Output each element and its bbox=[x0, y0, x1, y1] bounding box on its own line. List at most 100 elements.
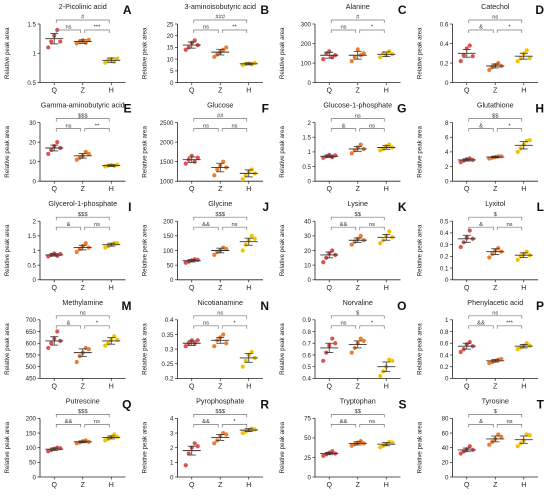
y-tick-label: 0 bbox=[170, 474, 174, 481]
y-tick-label: 0.2 bbox=[440, 60, 449, 67]
x-tick-label: Z bbox=[218, 186, 223, 193]
y-tick-label: 2500 bbox=[160, 120, 174, 127]
significance-bracket bbox=[84, 424, 110, 428]
x-tick-label: Q bbox=[189, 88, 195, 95]
y-axis-label: Relative peak area bbox=[142, 323, 149, 375]
significance-bracket bbox=[55, 19, 110, 23]
x-tick-label: Q bbox=[52, 383, 58, 390]
panel-g: Glucose-1-phosphate G 0 0.5 1 1.5 2 Relative pe… bbox=[279, 101, 407, 194]
y-tick-label: 1000 bbox=[160, 179, 174, 186]
y-tick-label: 50 bbox=[304, 435, 311, 442]
data-point bbox=[461, 53, 466, 58]
data-point bbox=[321, 260, 326, 265]
y-tick-label: 75 bbox=[304, 416, 311, 423]
data-point bbox=[378, 373, 383, 379]
data-point bbox=[352, 55, 357, 60]
significance-bracket bbox=[193, 216, 248, 221]
panel-letter: L bbox=[537, 200, 544, 214]
y-tick-label: 0 bbox=[33, 474, 37, 481]
data-point bbox=[390, 440, 395, 445]
significance-label: $$ bbox=[492, 113, 499, 119]
significance-bracket bbox=[468, 315, 523, 319]
x-tick-label: Q bbox=[52, 186, 58, 193]
data-point bbox=[527, 56, 532, 61]
data-point bbox=[249, 233, 254, 238]
significance-label: * bbox=[508, 123, 511, 129]
significance-label: $ bbox=[494, 409, 498, 415]
y-tick-label: 0 bbox=[445, 277, 449, 284]
y-axis-label: Relative peak area bbox=[4, 27, 11, 79]
significance-bracket bbox=[221, 424, 248, 428]
x-tick-label: Z bbox=[356, 88, 361, 95]
significance-label: $ bbox=[494, 212, 498, 218]
significance-bracket bbox=[468, 19, 523, 23]
panel-h: Glutathione H 0 2 4 6 8 Relative peak area Q Z H $$… bbox=[417, 101, 545, 194]
significance-label: & bbox=[479, 222, 483, 228]
y-tick-label: 1 bbox=[445, 317, 449, 324]
y-tick-label: 100 bbox=[163, 248, 174, 255]
y-tick-label: 0 bbox=[170, 80, 174, 87]
x-tick-label: Q bbox=[189, 482, 195, 489]
data-point bbox=[499, 356, 504, 362]
y-tick-label: 0 bbox=[445, 80, 449, 87]
y-tick-label: 10 bbox=[304, 262, 311, 269]
data-point bbox=[358, 336, 363, 341]
significance-bracket bbox=[55, 414, 110, 418]
data-point bbox=[186, 451, 191, 456]
x-tick-label: H bbox=[521, 383, 526, 390]
data-point bbox=[252, 236, 257, 241]
significance-bracket bbox=[193, 226, 219, 231]
significance-bracket bbox=[55, 216, 110, 221]
data-point bbox=[378, 241, 383, 246]
data-point bbox=[458, 451, 463, 456]
y-tick-label: 1.5 bbox=[302, 135, 311, 142]
data-point bbox=[470, 54, 475, 59]
significance-label: ns bbox=[231, 222, 237, 228]
y-tick-label: 100 bbox=[26, 445, 37, 452]
data-point bbox=[330, 248, 335, 253]
significance-bracket bbox=[496, 29, 523, 33]
panel-c: Alanine C 0 100 200 300 Relative peak area Q Z H #… bbox=[279, 2, 407, 95]
data-point bbox=[183, 161, 188, 166]
y-tick-label: 0.4 bbox=[165, 317, 174, 324]
significance-bracket bbox=[193, 29, 219, 33]
data-point bbox=[212, 54, 217, 59]
x-tick-label: Z bbox=[218, 482, 223, 489]
y-tick-label: 0.5 bbox=[27, 262, 36, 269]
panel-title: Glucose bbox=[207, 101, 233, 110]
y-tick-label: 700 bbox=[26, 317, 37, 324]
data-point bbox=[115, 434, 120, 439]
panel-title: Tryptophan bbox=[340, 396, 376, 405]
x-tick-label: H bbox=[246, 383, 251, 390]
y-tick-label: 4 bbox=[445, 149, 449, 156]
significance-bracket bbox=[330, 29, 357, 33]
y-tick-label: 15 bbox=[167, 45, 174, 52]
data-point bbox=[252, 60, 257, 66]
significance-label: $$$ bbox=[215, 409, 225, 415]
x-tick-label: H bbox=[521, 186, 526, 193]
significance-label: * bbox=[508, 25, 511, 31]
data-point bbox=[192, 441, 197, 446]
x-tick-label: Q bbox=[327, 88, 333, 95]
significance-bracket bbox=[193, 315, 248, 319]
x-tick-label: Z bbox=[81, 88, 86, 95]
y-axis-label: Relative peak area bbox=[4, 421, 11, 473]
data-point bbox=[46, 345, 51, 351]
y-tick-label: 150 bbox=[163, 233, 174, 240]
data-point bbox=[49, 39, 54, 44]
y-tick-label: 0.5 bbox=[27, 80, 36, 87]
significance-bracket bbox=[468, 128, 494, 132]
x-tick-label: H bbox=[521, 88, 526, 95]
x-tick-label: Q bbox=[327, 285, 333, 292]
x-tick-label: H bbox=[109, 285, 114, 292]
panel-i: Glycerol-1-phosphate I 0 0.5 1 1.5 2 Relative p… bbox=[4, 199, 132, 292]
data-point bbox=[55, 329, 60, 334]
panel-title: Pyrophosphate bbox=[196, 396, 244, 405]
panel-letter: D bbox=[535, 3, 544, 17]
x-tick-label: Z bbox=[218, 383, 223, 390]
x-tick-label: Q bbox=[189, 285, 195, 292]
x-tick-label: Q bbox=[464, 285, 470, 292]
significance-bracket bbox=[330, 128, 357, 132]
